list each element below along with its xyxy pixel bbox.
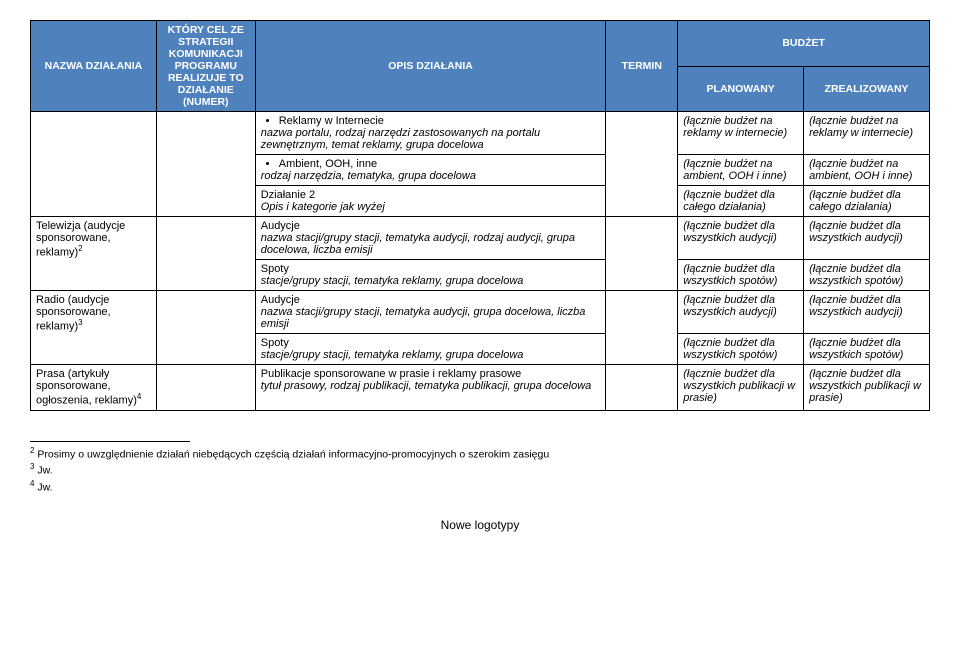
cell-zreal: (łącznie budżet dla wszystkich audycji) [804, 291, 930, 334]
opis-italic: nazwa stacji/grupy stacji, tematyka audy… [261, 232, 601, 256]
cell-opis: Audycje nazwa stacji/grupy stacji, temat… [255, 217, 606, 260]
cell-plan: (łącznie budżet dla wszystkich publikacj… [678, 365, 804, 411]
opis-italic: stacje/grupy stacji, tematyka reklamy, g… [261, 349, 601, 361]
cell-zreal: (łącznie budżet na ambient, OOH i inne) [804, 155, 930, 186]
opis-italic: Opis i kategorie jak wyżej [261, 201, 601, 213]
cell-nazwa: Prasa (artykuły sponsorowane, ogłoszenia… [31, 365, 157, 411]
header-budzet: BUDŻET [678, 21, 930, 67]
opis-line: Spoty [261, 337, 601, 349]
cell-opis: Spoty stacje/grupy stacji, tematyka rekl… [255, 334, 606, 365]
opis-italic: rodzaj narzędzia, tematyka, grupa docelo… [261, 170, 476, 182]
nazwa-text: Prasa (artykuły sponsorowane, ogłoszenia… [36, 368, 137, 407]
cell-plan: (łącznie budżet dla wszystkich spotów) [678, 260, 804, 291]
cell-zreal: (łącznie budżet na reklamy w internecie) [804, 112, 930, 155]
header-nazwa: NAZWA DZIAŁANIA [31, 21, 157, 112]
cell-opis: Ambient, OOH, inne rodzaj narzędzia, tem… [255, 155, 606, 186]
cell-opis: Spoty stacje/grupy stacji, tematyka rekl… [255, 260, 606, 291]
main-table: NAZWA DZIAŁANIA KTÓRY CEL ZE STRATEGII K… [30, 20, 930, 411]
footnote-3: 3 Jw. [30, 462, 930, 477]
footnote-ref: 2 [78, 244, 82, 253]
opis-line: Audycje [261, 220, 601, 232]
footnote-text: Prosimy o uwzględnienie działań niebędąc… [37, 448, 549, 460]
cell-plan: (łącznie budżet dla wszystkich audycji) [678, 291, 804, 334]
opis-italic: tytuł prasowy, rodzaj publikacji, tematy… [261, 380, 601, 392]
opis-italic: nazwa portalu, rodzaj narzędzi zastosowa… [261, 127, 540, 151]
cell-nazwa: Telewizja (audycje sponsorowane, reklamy… [31, 217, 157, 291]
header-planowany: PLANOWANY [678, 66, 804, 112]
cell-plan: (łącznie budżet dla wszystkich audycji) [678, 217, 804, 260]
footnote-ref: 3 [78, 318, 82, 327]
opis-line: Audycje [261, 294, 601, 306]
cell-zreal: (łącznie budżet dla całego działania) [804, 186, 930, 217]
bullet-label: Reklamy w Internecie [279, 115, 384, 127]
cell-zreal: (łącznie budżet dla wszystkich spotów) [804, 260, 930, 291]
cell-plan: (łącznie budżet na ambient, OOH i inne) [678, 155, 804, 186]
table-row: Radio (audycje sponsorowane, reklamy)3 A… [31, 291, 930, 334]
opis-line: Publikacje sponsorowane w prasie i rekla… [261, 368, 601, 380]
cell-zreal: (łącznie budżet dla wszystkich audycji) [804, 217, 930, 260]
nazwa-text: Radio (audycje sponsorowane, reklamy) [36, 294, 111, 333]
cell-zreal: (łącznie budżet dla wszystkich publikacj… [804, 365, 930, 411]
header-zrealizowany: ZREALIZOWANY [804, 66, 930, 112]
page-footer: Nowe logotypy [30, 518, 930, 532]
cell-opis: Reklamy w Internecie nazwa portalu, rodz… [255, 112, 606, 155]
footnotes: 2 Prosimy o uwzględnienie działań niebęd… [30, 441, 930, 494]
footnote-2: 2 Prosimy o uwzględnienie działań niebęd… [30, 446, 930, 461]
cell-plan: (łącznie budżet dla całego działania) [678, 186, 804, 217]
bullet-label: Ambient, OOH, inne [279, 158, 377, 170]
cell-plan: (łącznie budżet na reklamy w internecie) [678, 112, 804, 155]
opis-line: Działanie 2 [261, 189, 601, 201]
cell-opis: Działanie 2 Opis i kategorie jak wyżej [255, 186, 606, 217]
footnote-ref: 4 [137, 392, 141, 401]
cell-nazwa: Radio (audycje sponsorowane, reklamy)3 [31, 291, 157, 365]
header-opis: OPIS DZIAŁANIA [255, 21, 606, 112]
table-row: Prasa (artykuły sponsorowane, ogłoszenia… [31, 365, 930, 411]
opis-italic: nazwa stacji/grupy stacji, tematyka audy… [261, 306, 601, 330]
table-row: Reklamy w Internecie nazwa portalu, rodz… [31, 112, 930, 155]
table-row: Telewizja (audycje sponsorowane, reklamy… [31, 217, 930, 260]
cell-opis: Audycje nazwa stacji/grupy stacji, temat… [255, 291, 606, 334]
opis-line: Spoty [261, 263, 601, 275]
cell-zreal: (łącznie budżet dla wszystkich spotów) [804, 334, 930, 365]
opis-italic: stacje/grupy stacji, tematyka reklamy, g… [261, 275, 601, 287]
header-termin: TERMIN [606, 21, 678, 112]
footnote-4: 4 Jw. [30, 479, 930, 494]
footnote-text: Jw. [37, 465, 52, 477]
cell-opis: Publikacje sponsorowane w prasie i rekla… [255, 365, 606, 411]
footnote-text: Jw. [37, 481, 52, 493]
header-cel: KTÓRY CEL ZE STRATEGII KOMUNIKACJI PROGR… [156, 21, 255, 112]
cell-plan: (łącznie budżet dla wszystkich spotów) [678, 334, 804, 365]
